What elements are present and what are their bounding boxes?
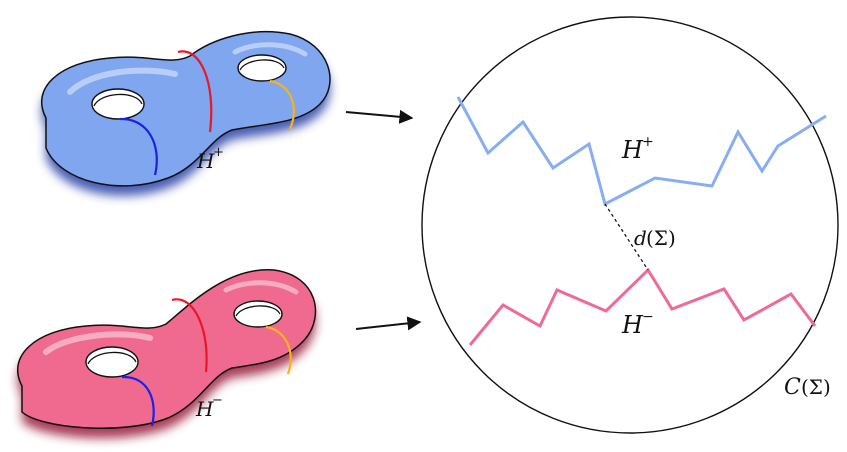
- surface-top-hole-right: [237, 54, 287, 82]
- curve-complex-circle: [421, 16, 839, 434]
- surface-bottom-highlight-2: [223, 280, 299, 295]
- surface-bottom-meridian-right: [265, 325, 292, 375]
- distance-dotted-line: [604, 203, 649, 271]
- label-disk-set-bottom: H −: [621, 309, 654, 339]
- surface-top-hole-left: [91, 88, 145, 120]
- surface-top-highlight: [67, 67, 178, 95]
- surface-top-highlight-2: [232, 42, 308, 57]
- surface-top-separating-curve: [177, 50, 213, 133]
- svg-text:H: H: [196, 149, 215, 173]
- svg-text:H: H: [621, 311, 644, 339]
- surface-bottom-separating-curve: [171, 298, 208, 373]
- label-disk-set-top: H +: [621, 134, 654, 164]
- surface-bottom: [16, 269, 317, 439]
- arrow-bottom: [355, 316, 422, 331]
- label-curve-complex: C (Σ): [784, 375, 831, 400]
- svg-text:(Σ): (Σ): [801, 375, 831, 399]
- surface-bottom-highlight: [43, 331, 153, 355]
- surface-bottom-meridian-left: [121, 375, 155, 427]
- svg-text:H: H: [621, 136, 644, 164]
- surface-top-body: [40, 30, 331, 187]
- surface-top-hole-right-inner: [239, 59, 285, 71]
- surface-top-meridian-right: [269, 79, 295, 130]
- svg-text:+: +: [642, 134, 654, 150]
- svg-text:+: +: [213, 145, 224, 160]
- label-distance: d (Σ): [634, 226, 676, 250]
- surface-bottom-hole-left: [85, 346, 139, 378]
- svg-text:d: d: [634, 226, 647, 250]
- label-handlebody-bottom: H −: [195, 393, 223, 421]
- surface-top-meridian-left: [119, 117, 158, 176]
- label-handlebody-top: H +: [196, 145, 224, 173]
- svg-text:−: −: [212, 393, 223, 408]
- disk-set-top-path: [456, 96, 827, 207]
- svg-text:−: −: [642, 309, 654, 325]
- surface-bottom-hole-right: [233, 300, 283, 328]
- surface-bottom-body: [16, 269, 317, 430]
- surface-bottom-hole-right-inner: [235, 305, 281, 317]
- surface-bottom-hole-left-inner: [87, 351, 137, 365]
- svg-text:(Σ): (Σ): [646, 226, 676, 250]
- svg-text:C: C: [784, 375, 801, 400]
- arrow-top: [345, 109, 414, 124]
- svg-text:H: H: [195, 397, 214, 421]
- surface-top: [40, 30, 331, 196]
- surface-top-hole-left-inner: [93, 93, 143, 107]
